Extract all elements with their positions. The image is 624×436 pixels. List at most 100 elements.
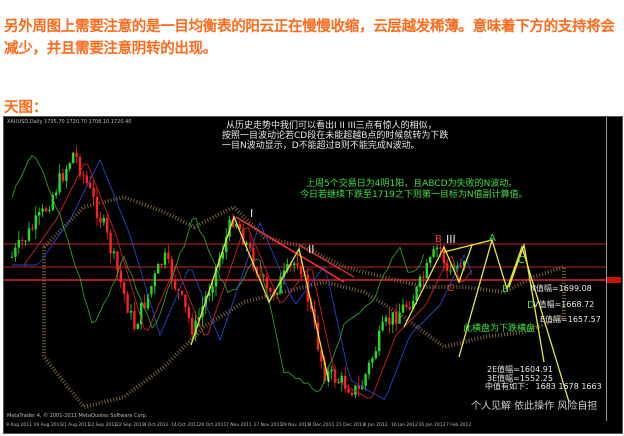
candle-body: [143, 302, 146, 309]
candle-body: [344, 375, 347, 389]
target-2e: 2E值幅=1604.91: [487, 365, 553, 374]
trend-line: [298, 244, 355, 278]
candle-body: [153, 273, 156, 287]
date-tick: 17 Nov 2011: [253, 423, 283, 428]
candle-body: [262, 274, 265, 277]
note-white-1: 从历史走势中我们可以看出I II III三点有惊人的相似，: [226, 121, 437, 131]
candle-body: [330, 369, 333, 372]
candle-body: [371, 358, 374, 363]
candle-body: [337, 382, 340, 384]
note-green-2: 今日若继续下跌至1719之下则第一目标为N值副计算值。: [300, 190, 528, 200]
wave-label-i: I: [250, 207, 254, 220]
candle-body: [364, 374, 367, 386]
chikou-line: [11, 155, 425, 392]
candle-body: [211, 286, 214, 293]
candle-body: [55, 192, 58, 196]
date-tick: 9 Aug 2011: [6, 423, 32, 428]
candle-body: [194, 320, 197, 335]
candle-body: [265, 276, 269, 288]
candle-body: [238, 223, 241, 230]
candle-body: [34, 215, 37, 230]
candle-body: [116, 251, 119, 271]
candle-body: [61, 173, 65, 181]
candle-body: [160, 263, 163, 265]
candle-body: [170, 259, 173, 281]
candle-body: [187, 306, 190, 318]
candle-body: [184, 294, 187, 307]
candle-body: [82, 175, 85, 177]
note-white-3: 一目N波动显示，D不能超过B则不能完成N波动。: [222, 141, 420, 151]
candle-body: [27, 228, 31, 241]
candle-body: [415, 287, 418, 302]
candle-body: [191, 317, 194, 335]
note-green-1: 上周5个交易日为4阴1阳，且ABCD为失败的N波动。: [306, 179, 518, 189]
candle-body: [126, 293, 129, 313]
candle-body: [140, 302, 143, 325]
candle-body: [395, 312, 398, 324]
candle-body: [429, 256, 432, 263]
candle-body: [177, 288, 180, 291]
date-tick: 4 Jan 2012: [363, 423, 388, 428]
wave-label-iii: III: [446, 233, 456, 246]
candle-body: [218, 258, 221, 267]
wave-line: [403, 244, 473, 328]
candle-body: [133, 310, 136, 329]
candle-body: [259, 274, 262, 276]
target-v: V值幅=1668.72: [533, 300, 595, 309]
candle-body: [48, 209, 51, 212]
candle-body: [75, 152, 78, 157]
target-e: E值幅=1657.57: [540, 315, 601, 324]
date-tick: 21 Dec 2011: [336, 423, 365, 428]
date-tick: 16 Jan 2012: [391, 423, 418, 428]
target-n: N值幅=1699.08: [530, 284, 592, 293]
candle-body: [248, 242, 252, 248]
candle-body: [129, 310, 133, 313]
candle-body: [276, 293, 279, 295]
candle-body: [286, 263, 289, 271]
wave-line: [458, 239, 493, 358]
tenkan-line: [12, 163, 473, 399]
candle-body: [89, 183, 92, 188]
chart-footer: MetaTrader 4, © 2001-2011 MetaQuotes Sof…: [7, 413, 148, 419]
candle-body: [231, 219, 235, 227]
candle-body: [167, 252, 170, 260]
candle-body: [296, 263, 299, 266]
chart-heading: 天图：: [4, 100, 48, 116]
candle-body: [14, 247, 17, 257]
candle-body: [44, 208, 48, 212]
candle-body: [269, 287, 272, 293]
candle-body: [279, 276, 282, 294]
candle-body: [31, 228, 34, 230]
candle-body: [367, 362, 371, 375]
disclaimer: 个人见解 依此操作 风险自担: [471, 401, 598, 412]
candle-body: [214, 266, 218, 287]
candle-body: [24, 240, 27, 242]
candle-body: [242, 229, 245, 245]
candle-body: [299, 265, 303, 275]
wave-label-c-red: C: [447, 283, 454, 294]
candle-body: [439, 247, 442, 249]
candle-body: [282, 270, 286, 277]
candle-body: [109, 232, 112, 254]
candle-body: [163, 252, 167, 265]
date-tick: 14 Oct 2011: [171, 423, 199, 428]
target-mid: 中值有如下： 1683 1678 1663: [485, 382, 602, 391]
candle-body: [320, 349, 323, 362]
candle-body: [146, 294, 150, 309]
candle-body: [41, 208, 44, 212]
candle-body: [225, 236, 228, 253]
candle-body: [112, 251, 116, 254]
candle-body: [245, 242, 248, 245]
candle-body: [412, 301, 415, 310]
candle-body: [378, 330, 381, 352]
candle-body: [10, 256, 14, 258]
candle-body: [354, 385, 357, 395]
date-tick: 4 Oct 2011: [143, 423, 169, 428]
candle-body: [252, 247, 255, 268]
candle-body: [119, 270, 122, 283]
candle-body: [157, 263, 160, 274]
wave-line: [190, 215, 330, 383]
candle-body: [459, 265, 462, 267]
candle-body: [65, 169, 68, 181]
candle-body: [92, 187, 95, 197]
